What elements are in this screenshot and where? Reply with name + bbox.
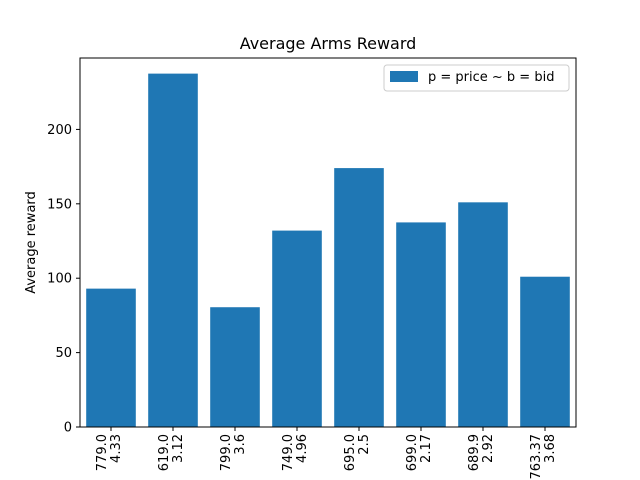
x-tick-label-3-1: 4.96 (295, 434, 310, 463)
y-tick-label-1: 50 (55, 346, 72, 361)
x-tick-label-5-1: 2.17 (419, 434, 434, 463)
x-tick-label-2-0: 799.0 (219, 434, 234, 471)
x-tick-label-7-1: 3.68 (543, 434, 558, 463)
bar-2 (210, 307, 260, 427)
legend-label: p = price ~ b = bid (428, 70, 554, 85)
x-tick-label-4-0: 695.0 (343, 434, 358, 471)
x-tick-label-6-1: 2.92 (481, 434, 496, 463)
x-tick-label-1-0: 619.0 (157, 434, 172, 471)
y-tick-label-3: 150 (47, 197, 72, 212)
y-tick-label-0: 0 (64, 421, 72, 436)
bar-3 (272, 230, 322, 427)
legend-box (383, 64, 570, 92)
x-tick-label-4-1: 2.5 (357, 434, 372, 455)
legend-swatch (390, 71, 418, 82)
legend: p = price ~ b = bid (383, 64, 570, 92)
bar-7 (520, 276, 570, 427)
x-tick-label-2-1: 3.6 (233, 434, 248, 455)
x-tick-label-7-0: 763.37 (529, 434, 544, 480)
y-axis-label: Average reward (24, 191, 39, 294)
x-tick-label-0-1: 4.33 (109, 434, 124, 463)
chart-title: Average Arms Reward (240, 34, 417, 53)
x-tick-label-3-0: 749.0 (281, 434, 296, 471)
bar-5 (396, 222, 446, 427)
y-tick-label-4: 200 (47, 123, 72, 138)
x-tick-label-5-0: 699.0 (405, 434, 420, 471)
y-axis: 0 50 100 150 200 (47, 123, 80, 436)
bar-4 (334, 168, 384, 427)
y-tick-label-2: 100 (47, 272, 72, 287)
bar-6 (458, 202, 508, 427)
bar-1 (148, 73, 198, 428)
x-tick-label-6-0: 689.9 (467, 434, 482, 471)
x-tick-label-1-1: 3.12 (171, 434, 186, 463)
bar-0 (86, 288, 136, 428)
x-tick-label-0-0: 779.0 (95, 434, 110, 471)
x-axis: 779.0 4.33 619.0 3.12 799.0 3.6 749.0 4.96 695.0… (95, 427, 558, 480)
plot-frame (79, 57, 577, 428)
bars-group (86, 73, 570, 428)
